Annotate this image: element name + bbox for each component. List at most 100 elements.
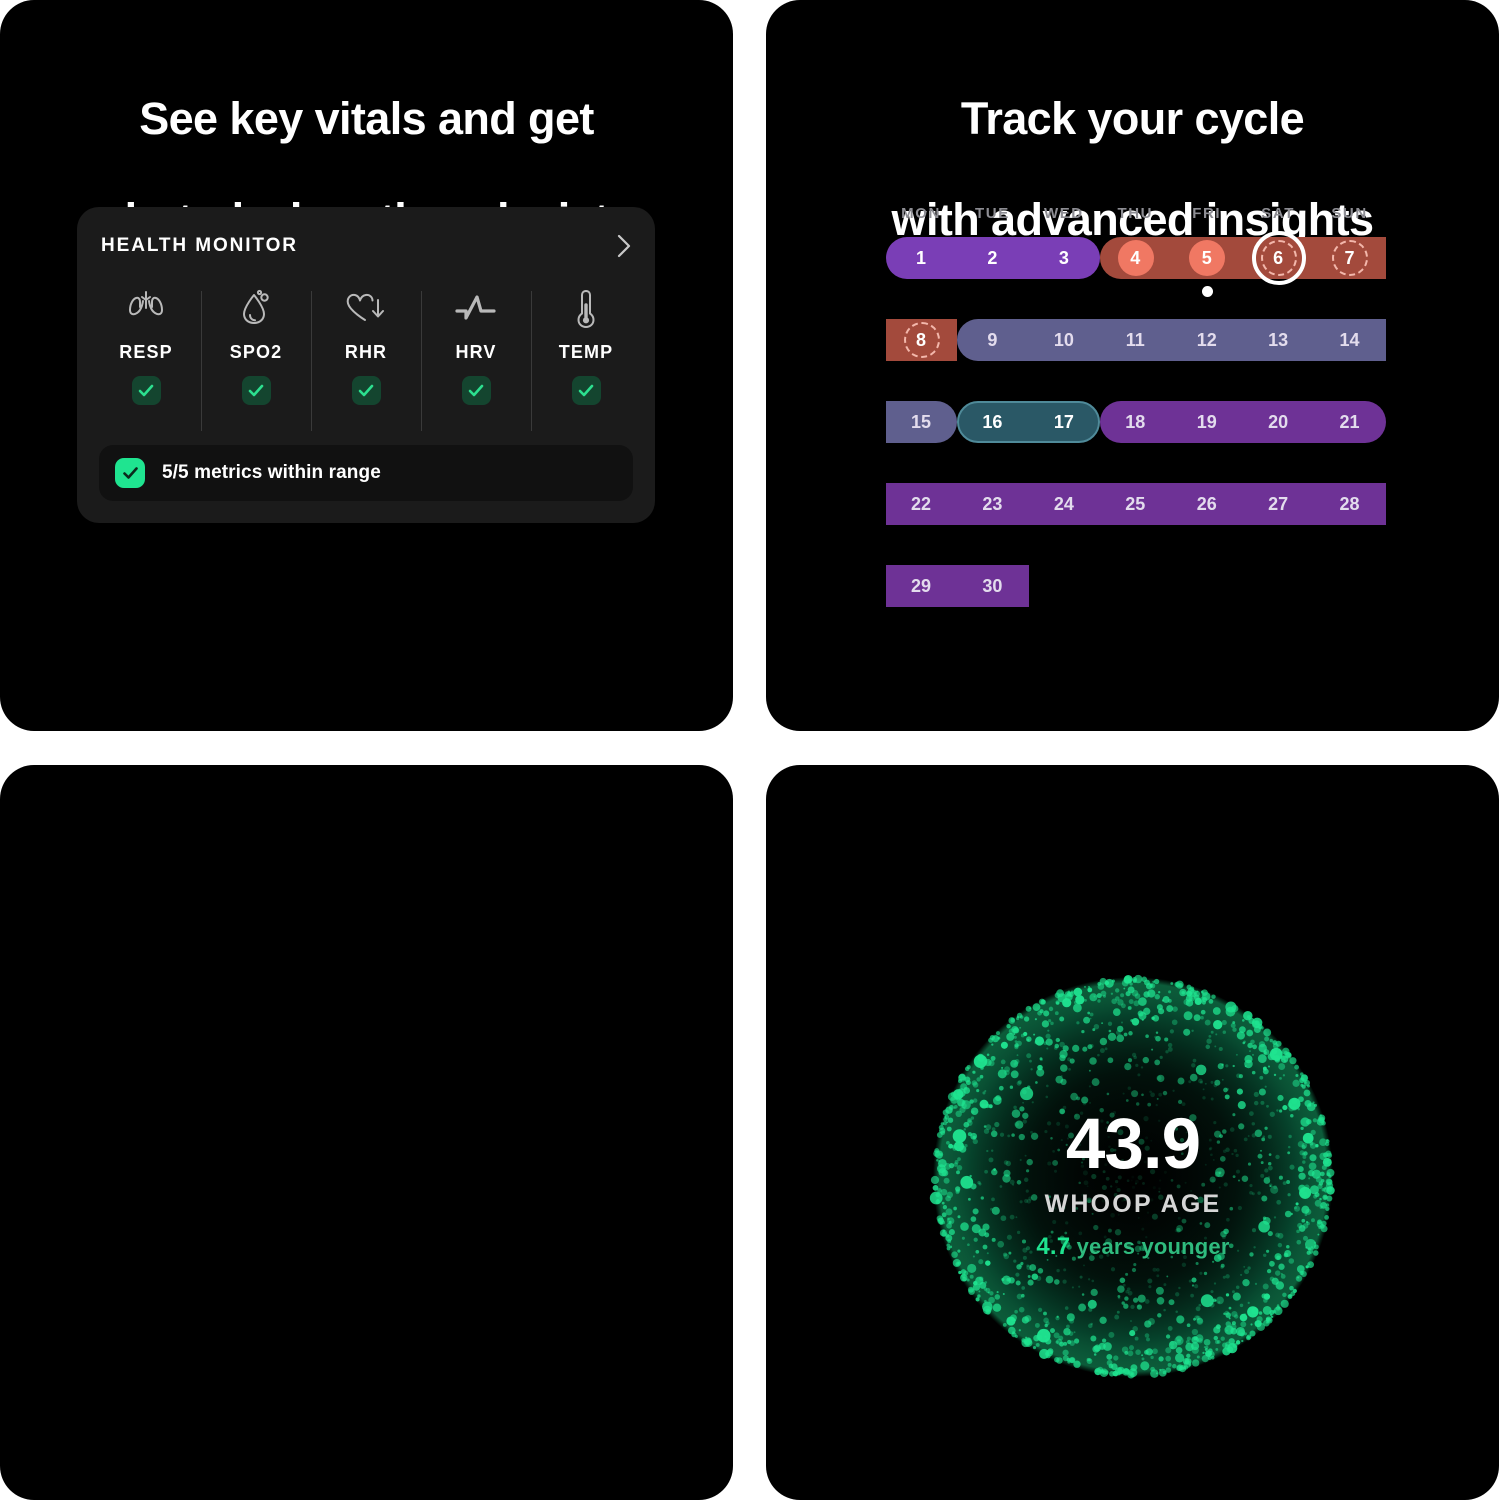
health-monitor-title: HEALTH MONITOR [101,235,298,256]
whoop-age-delta-text: years younger [1076,1234,1230,1259]
panel-cycle-tracking: Track your cycle with advanced insights … [766,0,1499,731]
calendar-day[interactable]: 9 [987,329,998,350]
status-check-icon [571,376,601,405]
page-title-cycle: Track your cycle with advanced insights [766,44,1499,296]
calendar-day[interactable]: 29 [910,575,932,596]
calendar-day[interactable]: 13 [1268,329,1289,350]
calendar-day[interactable]: 24 [1053,493,1074,514]
metric-label: RHR [344,342,388,362]
calendar-weekday-mon: MON [901,205,941,222]
calendar-phase-segment-follicular [886,401,958,443]
calendar-day[interactable]: 3 [1058,247,1069,268]
calendar-day[interactable]: 11 [1125,329,1145,350]
pulse-wave-icon [452,285,500,331]
whoop-age-label: WHOOP AGE [1044,1190,1222,1218]
calendar-phase-segment-follicular [957,319,1386,361]
calendar-day[interactable]: 18 [1125,411,1146,432]
calendar-day[interactable]: 21 [1339,411,1360,432]
check-icon [115,458,145,488]
metrics-summary-text: 5/5 metrics within range [162,462,381,483]
calendar-phase-segment-luteal [886,565,1029,607]
calendar-day[interactable]: 22 [910,493,932,514]
calendar-phase-segment-luteal [886,483,1386,525]
calendar-weekday-sun: SUN [1331,205,1368,222]
metric-rhr[interactable]: RHR [311,285,421,437]
calendar-weekday-tue: TUE [975,205,1010,222]
metric-label: SPO2 [229,342,283,362]
calendar-day[interactable]: 16 [982,411,1003,432]
whoop-age-delta: 4.7 years younger [929,1233,1337,1261]
calendar-day[interactable]: 1 [915,247,926,268]
calendar-weekday-fri: FRI [1192,205,1222,222]
calendar-day[interactable]: 23 [982,493,1003,514]
calendar-week-row: 29 30 [886,565,1386,607]
lungs-icon [125,285,167,331]
calendar-day[interactable]: 27 [1268,493,1289,514]
metrics-summary-row: 5/5 metrics within range [99,445,633,501]
metric-spo2[interactable]: SPO2 [201,285,311,437]
calendar-day[interactable]: 28 [1339,493,1360,514]
calendar-weekday-sat: SAT [1261,205,1295,222]
calendar-period-marker [903,322,940,358]
whoop-age-readout: 43.9 WHOOP AGE 4.7 years younger [929,1109,1337,1261]
calendar-day[interactable]: 10 [1053,329,1074,350]
calendar-day[interactable]: 12 [1196,329,1217,350]
calendar-day[interactable]: 2 [987,247,998,268]
panel-key-vitals: See key vitals and get alerted when they… [0,0,733,731]
calendar-week-row: 8 9 10 11 12 13 14 [886,319,1386,361]
calendar-day[interactable]: 19 [1196,411,1217,432]
calendar-day[interactable]: 30 [982,575,1003,596]
calendar-day[interactable]: 4 [1130,247,1141,268]
calendar-period-marker [1189,240,1226,276]
calendar-week-row: 22 23 24 25 26 27 28 [886,483,1386,525]
metric-label: HRV [455,342,497,362]
health-monitor-card[interactable]: HEALTH MONITOR [77,207,655,523]
calendar-phase-segment-fertile [957,401,1101,443]
calendar-day[interactable]: 17 [1053,411,1074,432]
status-check-icon [131,376,161,405]
calendar-weekday-wed: WED [1043,205,1084,222]
calendar-today-ring [1251,231,1306,285]
calendar-day[interactable]: 25 [1125,493,1146,514]
calendar-day[interactable]: 14 [1339,329,1360,350]
metric-hrv[interactable]: HRV [421,285,531,437]
calendar-day[interactable]: 5 [1201,247,1212,268]
thermometer-icon [571,285,601,331]
panel-stress-monitor: Pinpoint and respond to your stress in r… [0,765,733,1500]
status-check-icon [241,376,271,405]
whoop-age-sphere[interactable]: 43.9 WHOOP AGE 4.7 years younger [929,973,1337,1381]
headline-line-2: with advanced insights [891,194,1374,246]
calendar-day[interactable]: 7 [1344,247,1355,268]
metric-temp[interactable]: TEMP [531,285,641,437]
panel-pace-of-aging: Quantify and slow your Pace of Aging* [766,765,1499,1500]
calendar-day[interactable]: 8 [915,329,926,350]
calendar-day[interactable]: 26 [1196,493,1217,514]
metric-label: TEMP [558,342,614,362]
chevron-right-icon[interactable] [615,232,633,260]
calendar-day[interactable]: 15 [910,411,932,432]
cycle-calendar[interactable]: MON TUE WED THU FRI SAT SUN 1 2 3 4 5 6 7 8 9 10 11 12 13 14… [886,205,1386,625]
heart-down-arrow-icon [343,285,389,331]
calendar-event-dot [1201,286,1213,297]
headline-line-1: See key vitals and get [139,93,594,145]
status-check-icon [351,376,381,405]
calendar-week-row: 15 16 17 18 19 20 21 [886,401,1386,443]
whoop-age-delta-value: 4.7 [1036,1233,1071,1260]
calendar-period-marker [1332,240,1369,276]
status-check-icon [461,376,491,405]
metric-resp[interactable]: RESP [91,285,201,437]
calendar-weekday-thu: THU [1117,205,1154,222]
calendar-phase-segment-luteal [1100,401,1386,443]
health-metrics-row: RESP [91,285,641,437]
metric-label: RESP [119,342,173,362]
calendar-phase-segment-ovulatory [886,237,1101,279]
blood-drop-icon [235,285,277,331]
health-monitor-header: HEALTH MONITOR [101,231,633,261]
particle-sphere [929,974,1335,1379]
whoop-age-value: 43.9 [1065,1105,1201,1184]
calendar-period-marker [1118,240,1154,276]
headline-line-1: Track your cycle [960,93,1305,145]
calendar-day[interactable]: 20 [1268,411,1289,432]
